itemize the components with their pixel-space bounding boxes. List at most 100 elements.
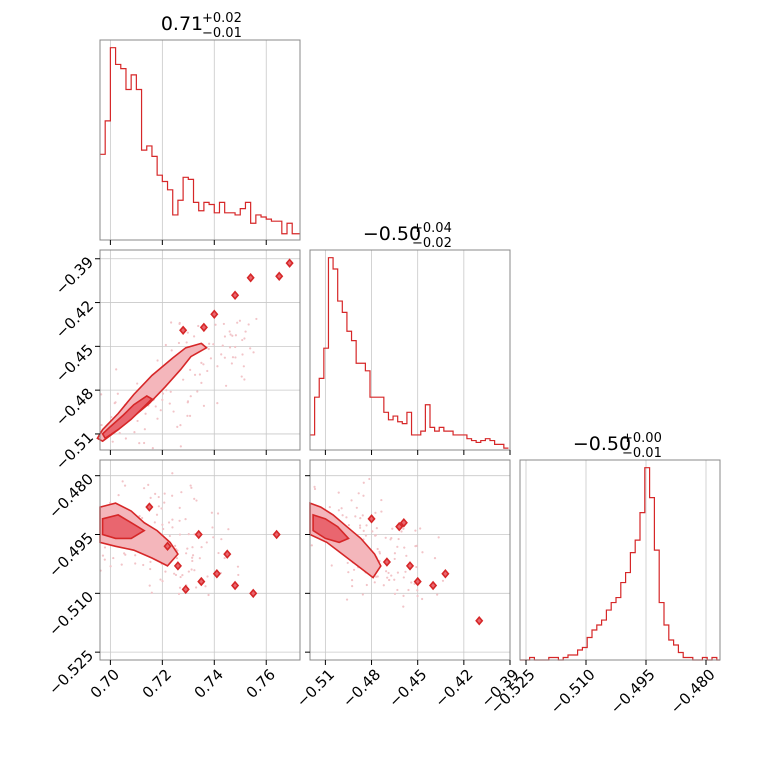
pair-1-0-scatter-point [212, 343, 215, 346]
pair-2-1-scatter-point [375, 526, 378, 530]
diag-0-title: 0.71 [161, 13, 203, 35]
pair-2-1-contour-island [429, 580, 438, 591]
pair-2-1-scatter-point [391, 527, 394, 530]
pair-1-0-scatter-point [100, 423, 103, 427]
pair-2-0-scatter-point [123, 484, 127, 487]
pair-2-1-scatter-point [387, 571, 390, 575]
pair-2-0-scatter-point [163, 501, 166, 504]
pair-2-0-contour-island [272, 529, 281, 540]
pair-1-0-scatter-point [143, 428, 146, 431]
pair-2-0-scatter-point [112, 556, 115, 560]
pair-1-0-scatter-point [142, 441, 146, 445]
pair-2-0-scatter-point [200, 545, 203, 549]
x-tick-label-param1: −0.48 [339, 666, 384, 711]
pair-2-1-scatter-point [362, 529, 365, 532]
pair-2-1-scatter-point [346, 561, 349, 565]
pair-2-0-contour-island [231, 580, 240, 591]
pair-1-0-scatter-point [110, 415, 113, 419]
pair-2-1-scatter-point [350, 499, 353, 502]
pair-2-0-scatter-point [147, 483, 150, 486]
pair-2-0-scatter-point [149, 560, 152, 563]
pair-1-0-scatter-point [113, 402, 116, 405]
pair-2-0-scatter-point [124, 553, 127, 556]
diag-1-histogram-line [310, 257, 509, 449]
x-tick-label-param2: −0.495 [607, 666, 659, 718]
pair-1-0-contour-island [231, 290, 240, 300]
pair-2-1-scatter-point [380, 498, 383, 502]
pair-2-0-scatter-point [134, 554, 137, 557]
pair-1-0-scatter-point [115, 368, 118, 371]
pair-2-0-scatter-point [204, 585, 207, 588]
pair-2-1-scatter-point [404, 570, 407, 573]
pair-2-0-scatter-point [171, 494, 174, 497]
pair-1-0-scatter-point [255, 317, 258, 321]
pair-2-1-scatter-point [393, 552, 397, 555]
pair-1-0-scatter-point [200, 381, 203, 384]
pair-2-0-scatter-point [217, 551, 220, 555]
pair-2-0-scatter-point [173, 572, 176, 575]
pair-2-0-scatter-point [138, 515, 141, 518]
pair-2-1-scatter-point [403, 546, 406, 549]
pair-2-0-scatter-point [190, 568, 193, 571]
pair-2-0-scatter-point [117, 493, 120, 497]
pair-1-0-scatter-point [179, 445, 182, 448]
pair-2-0-scatter-point [120, 563, 123, 566]
pair-1-0-scatter-point [240, 375, 243, 378]
pair-1-0-scatter-point [197, 324, 200, 328]
pair-1-0-scatter-point [116, 392, 119, 395]
pair-1-0-scatter-point [172, 410, 175, 413]
pair-1-0-scatter-point [165, 389, 168, 392]
pair-2-1-scatter-point [421, 551, 424, 554]
pair-2-1-scatter-point [340, 507, 343, 510]
pair-2-1-scatter-point [380, 510, 383, 513]
pair-2-0-scatter-point [191, 556, 194, 559]
pair-2-0-scatter-point [205, 541, 208, 544]
pair-2-0-scatter-point [121, 480, 124, 483]
pair-2-0-scatter-point [153, 521, 156, 524]
pair-2-0-scatter-point [109, 565, 112, 568]
pair-1-0-scatter-point [247, 323, 250, 326]
pair-2-1-scatter-point [351, 585, 354, 588]
pair-2-1-scatter-point [361, 514, 364, 517]
pair-2-0-group [95, 459, 301, 665]
pair-2-0-scatter-point [179, 575, 182, 579]
pair-2-1-scatter-point [364, 534, 368, 537]
pair-2-1-scatter-point [374, 534, 377, 537]
pair-2-0-scatter-point [103, 546, 107, 549]
pair-2-0-scatter-point [185, 552, 188, 555]
pair-2-1-scatter-point [384, 536, 387, 539]
pair-2-1-scatter-point [310, 544, 313, 547]
diag-0-histogram-line [100, 47, 300, 235]
diag-1-frame [309, 249, 511, 451]
x-tick-label-param0: 0.70 [87, 666, 123, 702]
pair-1-0-scatter-point [228, 346, 232, 349]
pair-1-0-scatter-point [241, 338, 244, 342]
pair-2-1-scatter-point [376, 547, 379, 551]
pair-2-1-scatter-point [410, 581, 413, 584]
pair-2-0-scatter-point [171, 526, 174, 529]
pair-2-1-contour-island [413, 576, 422, 587]
pair-2-0-scatter-point [189, 484, 192, 487]
pair-1-0-contour-island [179, 325, 188, 336]
pair-1-0-scatter-point [238, 319, 242, 322]
pair-2-1-scatter-point [437, 536, 440, 539]
pair-2-0-contour-island [249, 588, 258, 599]
pair-2-0-scatter-point [193, 497, 196, 500]
pair-2-1-scatter-point [330, 564, 333, 567]
pair-1-0-scatter-point [170, 349, 173, 352]
pair-2-1-scatter-point [414, 529, 417, 532]
pair-2-1-scatter-point [419, 527, 422, 530]
diag-0-frame [99, 39, 301, 241]
pair-1-0-scatter-point [161, 398, 164, 401]
diag-2-title-sub: −0.01 [622, 446, 662, 461]
pair-2-1-contour-island [405, 561, 415, 571]
pair-1-0-contour-island [246, 273, 255, 283]
pair-1-0-scatter-point [159, 409, 162, 412]
pair-2-0-scatter-point [167, 521, 171, 524]
pair-1-0-contour-inner [101, 395, 154, 440]
pair-2-1-scatter-point [385, 570, 388, 573]
pair-2-0-scatter-point [148, 584, 151, 587]
pair-2-0-scatter-point [227, 528, 230, 531]
pair-2-1-scatter-point [371, 530, 374, 533]
pair-1-0-scatter-point [179, 424, 182, 427]
